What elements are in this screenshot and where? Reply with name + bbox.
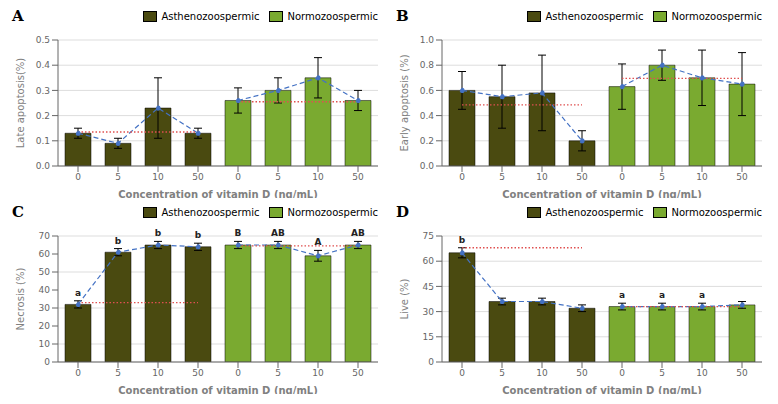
svg-text:Concentration of vitamin D (ng: Concentration of vitamin D (ng/mL) bbox=[502, 385, 702, 394]
svg-text:5: 5 bbox=[659, 368, 665, 378]
svg-text:60: 60 bbox=[423, 256, 435, 266]
svg-text:Necrosis (%): Necrosis (%) bbox=[15, 267, 26, 330]
svg-text:50: 50 bbox=[192, 172, 204, 182]
svg-text:b: b bbox=[459, 235, 466, 245]
svg-text:a: a bbox=[75, 288, 81, 298]
svg-text:0.4: 0.4 bbox=[36, 60, 51, 70]
svg-text:5: 5 bbox=[659, 172, 665, 182]
svg-text:10: 10 bbox=[312, 368, 324, 378]
html-text:Asthenozoospermic: Asthenozoospermic bbox=[545, 206, 644, 218]
svg-text:0: 0 bbox=[428, 357, 434, 367]
svg-text:0.3: 0.3 bbox=[36, 86, 50, 96]
html-text:C: C bbox=[12, 203, 24, 221]
svg-text:70: 70 bbox=[39, 231, 51, 241]
svg-text:0: 0 bbox=[75, 368, 81, 378]
svg-text:15: 15 bbox=[423, 332, 434, 342]
svg-text:0.8: 0.8 bbox=[420, 60, 435, 70]
svg-text:50: 50 bbox=[352, 172, 364, 182]
html-text:Normozoospermic: Normozoospermic bbox=[671, 206, 762, 218]
html-text:Asthenozoospermic: Asthenozoospermic bbox=[161, 10, 260, 22]
svg-text:1.0: 1.0 bbox=[420, 35, 435, 45]
svg-text:0: 0 bbox=[459, 368, 465, 378]
svg-text:b: b bbox=[195, 230, 202, 240]
svg-text:10: 10 bbox=[696, 172, 708, 182]
svg-text:75: 75 bbox=[423, 231, 434, 241]
svg-text:Late apoptosis(%): Late apoptosis(%) bbox=[15, 58, 26, 149]
svg-text:30: 30 bbox=[39, 303, 51, 313]
svg-text:0: 0 bbox=[75, 172, 81, 182]
svg-text:10: 10 bbox=[152, 172, 164, 182]
svg-text:b: b bbox=[115, 236, 122, 246]
svg-text:b: b bbox=[155, 228, 162, 238]
svg-text:0.2: 0.2 bbox=[420, 136, 434, 146]
svg-text:a: a bbox=[699, 290, 705, 300]
html-text:Asthenozoospermic: Asthenozoospermic bbox=[161, 206, 260, 218]
svg-text:5: 5 bbox=[115, 368, 121, 378]
svg-text:Live (%): Live (%) bbox=[399, 278, 410, 319]
svg-text:0.4: 0.4 bbox=[420, 111, 435, 121]
svg-text:0.2: 0.2 bbox=[36, 111, 50, 121]
svg-text:0: 0 bbox=[459, 172, 465, 182]
svg-text:50: 50 bbox=[576, 368, 588, 378]
svg-text:Concentration of vitamin D (ng: Concentration of vitamin D (ng/mL) bbox=[118, 385, 318, 394]
html-text:Normozoospermic: Normozoospermic bbox=[671, 10, 762, 22]
svg-text:10: 10 bbox=[39, 339, 51, 349]
svg-text:0: 0 bbox=[619, 172, 625, 182]
svg-text:0.0: 0.0 bbox=[36, 161, 51, 171]
svg-text:a: a bbox=[659, 290, 665, 300]
svg-text:10: 10 bbox=[312, 172, 324, 182]
svg-text:AB: AB bbox=[351, 228, 365, 238]
svg-text:0: 0 bbox=[235, 368, 241, 378]
svg-text:10: 10 bbox=[152, 368, 164, 378]
svg-text:5: 5 bbox=[275, 172, 281, 182]
svg-text:45: 45 bbox=[423, 282, 434, 292]
svg-text:5: 5 bbox=[499, 172, 505, 182]
html-text:D: D bbox=[396, 203, 409, 221]
svg-text:10: 10 bbox=[536, 172, 548, 182]
svg-text:A: A bbox=[315, 237, 322, 247]
svg-text:20: 20 bbox=[39, 321, 51, 331]
svg-text:60: 60 bbox=[39, 249, 51, 259]
svg-text:5: 5 bbox=[115, 172, 121, 182]
html-text:Normozoospermic: Normozoospermic bbox=[287, 10, 378, 22]
svg-text:0.1: 0.1 bbox=[36, 136, 50, 146]
svg-text:Concentration of vitamin D (ng: Concentration of vitamin D (ng/mL) bbox=[118, 189, 318, 198]
svg-text:50: 50 bbox=[39, 267, 51, 277]
svg-text:0: 0 bbox=[44, 357, 50, 367]
svg-text:40: 40 bbox=[39, 285, 51, 295]
svg-text:50: 50 bbox=[576, 172, 588, 182]
html-text:Asthenozoospermic: Asthenozoospermic bbox=[545, 10, 644, 22]
svg-text:Early apoptosis (%): Early apoptosis (%) bbox=[399, 54, 410, 151]
html-text:Normozoospermic: Normozoospermic bbox=[287, 206, 378, 218]
svg-text:5: 5 bbox=[275, 368, 281, 378]
svg-text:0.0: 0.0 bbox=[420, 161, 435, 171]
svg-text:10: 10 bbox=[696, 368, 708, 378]
svg-text:5: 5 bbox=[499, 368, 505, 378]
svg-text:50: 50 bbox=[192, 368, 204, 378]
svg-text:Concentration of vitamin D (ng: Concentration of vitamin D (ng/mL) bbox=[502, 189, 702, 198]
svg-text:50: 50 bbox=[736, 368, 748, 378]
html-text:B: B bbox=[396, 7, 409, 25]
svg-text:50: 50 bbox=[736, 172, 748, 182]
html-text:A: A bbox=[12, 7, 24, 25]
svg-text:50: 50 bbox=[352, 368, 364, 378]
svg-text:B: B bbox=[235, 228, 242, 238]
svg-text:10: 10 bbox=[536, 368, 548, 378]
svg-text:0.6: 0.6 bbox=[420, 86, 435, 96]
svg-text:0: 0 bbox=[235, 172, 241, 182]
svg-text:30: 30 bbox=[423, 307, 435, 317]
svg-text:a: a bbox=[619, 290, 625, 300]
svg-text:AB: AB bbox=[271, 228, 285, 238]
svg-text:0: 0 bbox=[619, 368, 625, 378]
svg-text:0.5: 0.5 bbox=[36, 35, 50, 45]
